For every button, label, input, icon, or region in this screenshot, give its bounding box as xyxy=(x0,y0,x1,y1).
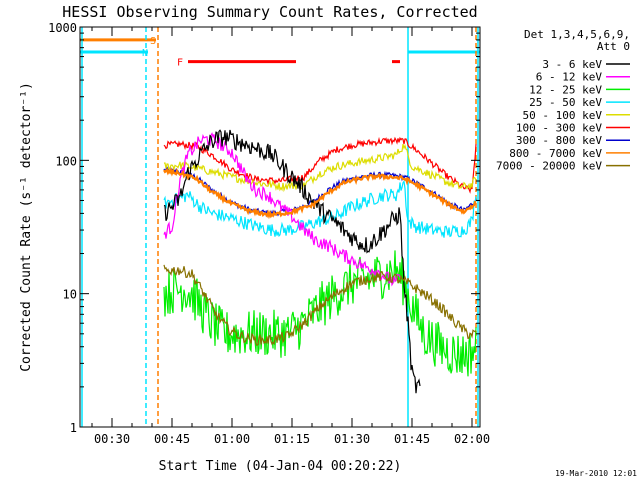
series-line xyxy=(163,179,477,238)
x-tick-label: 02:00 xyxy=(454,432,490,446)
timestamp-label: 19-Mar-2010 12:01 xyxy=(555,469,637,478)
series-line xyxy=(163,136,477,194)
series-line xyxy=(163,250,477,377)
y-tick-label: 1 xyxy=(70,421,77,435)
plot-frame xyxy=(79,26,481,428)
series-line xyxy=(163,132,401,287)
series-lines xyxy=(163,129,477,394)
legend-label: 25 - 50 keV xyxy=(529,96,602,109)
x-tick-label: 01:30 xyxy=(334,432,370,446)
flag-label-S: S xyxy=(150,36,156,47)
x-tick-label: 01:45 xyxy=(394,432,430,446)
x-tick-label: 01:00 xyxy=(214,432,250,446)
flag-label-F: F xyxy=(177,58,183,69)
flag-label-N: N xyxy=(142,48,148,59)
legend-label: 6 - 12 keV xyxy=(536,71,603,84)
y-tick-label: 1000 xyxy=(48,21,77,35)
legend-title-line1: Det 1,3,4,5,6,9, xyxy=(524,28,630,41)
legend-title-line2: Att 0 xyxy=(597,40,630,53)
chart-title: HESSI Observing Summary Count Rates, Cor… xyxy=(62,3,477,21)
axes: 1 10 100 1000 00:30 00:45 01:00 01:15 01:30 01:45… xyxy=(48,21,490,446)
series-line xyxy=(163,167,477,220)
legend-label: 7000 - 20000 keV xyxy=(496,160,602,173)
instrument-flags: SN F xyxy=(80,36,480,69)
x-tick-label: 00:45 xyxy=(154,432,190,446)
x-tick-label: 01:15 xyxy=(274,432,310,446)
y-tick-label: 100 xyxy=(55,154,77,168)
x-axis-label: Start Time (04-Jan-04 00:20:22) xyxy=(159,459,402,474)
legend-label: 3 - 6 keV xyxy=(542,58,602,71)
y-tick-label: 10 xyxy=(63,288,77,302)
legend-label: 100 - 300 keV xyxy=(516,122,602,135)
legend-label: 300 - 800 keV xyxy=(516,134,602,147)
series-line xyxy=(163,264,477,347)
y-axis-label: Corrected Count Rate (s⁻¹ detector⁻¹) xyxy=(19,82,34,372)
plot-area: SN F xyxy=(80,27,480,427)
series-line xyxy=(163,129,421,394)
legend-label: 50 - 100 keV xyxy=(523,109,603,122)
legend-label: 12 - 25 keV xyxy=(529,83,602,96)
legend-label: 800 - 7000 keV xyxy=(509,147,602,160)
attenuator-markers xyxy=(81,27,479,427)
x-tick-label: 00:30 xyxy=(94,432,130,446)
series-line xyxy=(163,143,477,193)
